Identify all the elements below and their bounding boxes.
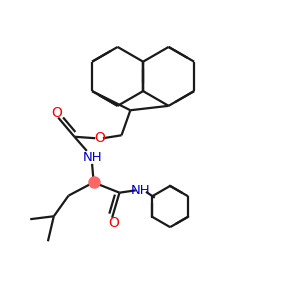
Text: O: O xyxy=(51,106,62,120)
Text: NH: NH xyxy=(131,184,151,197)
Text: NH: NH xyxy=(82,151,102,164)
Text: O: O xyxy=(108,216,119,230)
Text: O: O xyxy=(94,131,105,145)
